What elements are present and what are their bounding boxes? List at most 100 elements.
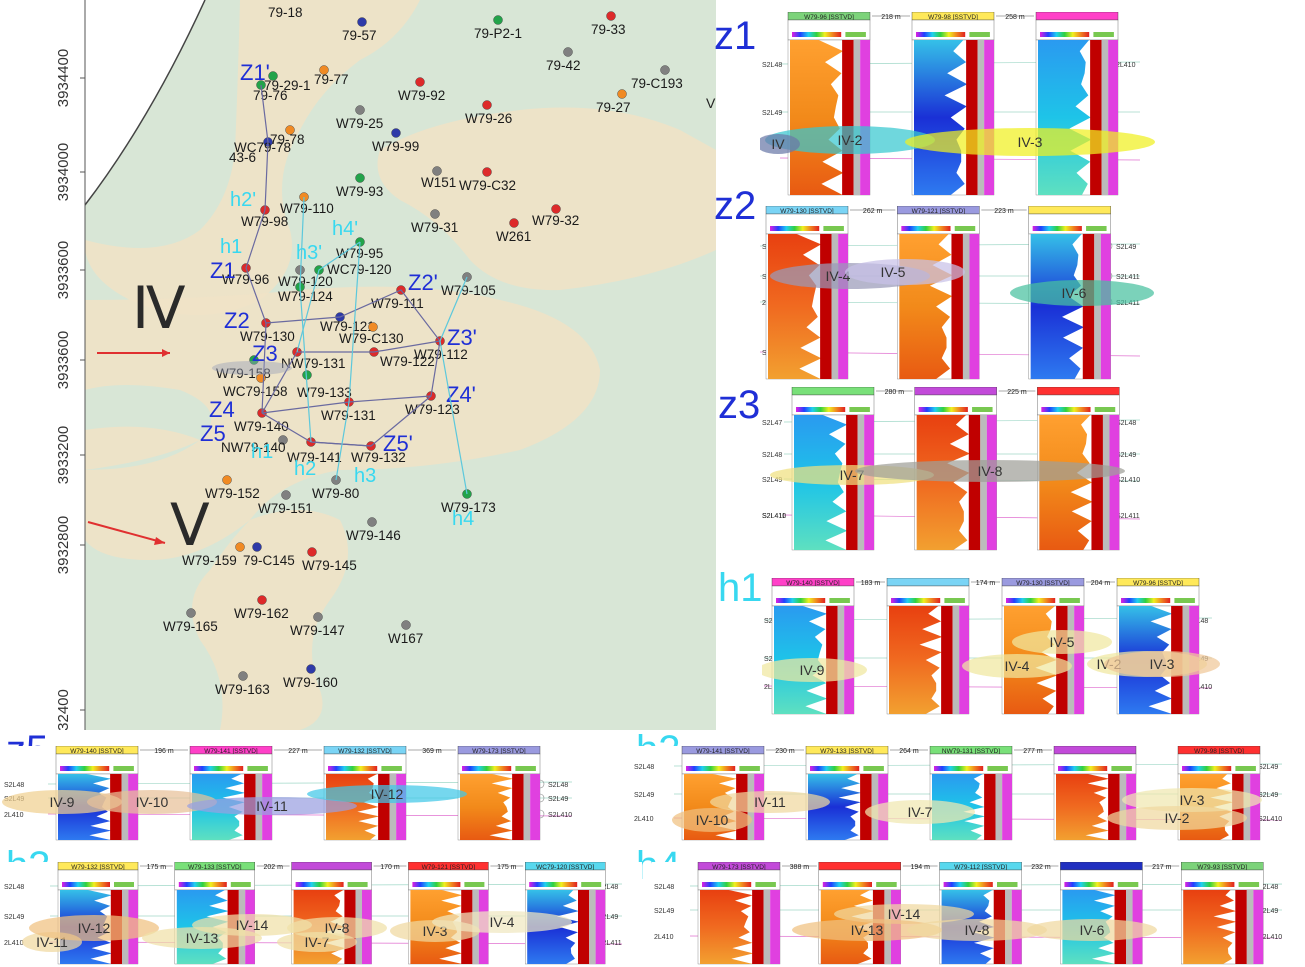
zone-label-v: Ⅴ: [170, 493, 210, 558]
well-marker[interactable]: [307, 547, 317, 557]
stray-map-label: V: [706, 95, 716, 111]
well-label: W79-98: [241, 214, 288, 229]
section-label: h4': [332, 218, 358, 240]
well-marker[interactable]: [313, 612, 323, 622]
well-marker[interactable]: [367, 517, 377, 527]
panel-label-z1: z1: [714, 14, 757, 58]
well-marker[interactable]: [357, 17, 367, 27]
well-marker[interactable]: [268, 71, 278, 81]
well-marker[interactable]: [415, 77, 425, 87]
well-marker[interactable]: [281, 490, 291, 500]
rt-log-curve: [770, 890, 780, 964]
panel-label-z3: z3: [718, 383, 761, 427]
map-axis-margin: [0, 0, 85, 730]
well-marker[interactable]: [355, 173, 365, 183]
gr-scale-bar: [328, 766, 378, 771]
well-marker[interactable]: [252, 542, 262, 552]
cross-section-panel-h4: S2L48 S2L49 2L410 S2L48 S2L49 S2L410 W79-173 […: [652, 862, 1302, 966]
well-marker[interactable]: [285, 125, 295, 135]
depth-column: [589, 890, 596, 964]
well-marker[interactable]: [222, 475, 232, 485]
section-label: Z5': [383, 431, 413, 456]
cross-section-panel-h3: S2L48 S2L49 2L410 S2L48 S2L49 S2L411 W79-132 […: [2, 862, 642, 966]
well-marker[interactable]: [249, 355, 259, 365]
sand-body-ellipse: [865, 800, 975, 824]
well-marker[interactable]: [235, 542, 245, 552]
well-marker[interactable]: [509, 218, 519, 228]
well-marker[interactable]: [238, 671, 248, 681]
well-marker[interactable]: [660, 65, 670, 75]
gr-log-curve: [1039, 415, 1093, 550]
lithology-column: [1082, 234, 1095, 379]
sand-body-ellipse: [855, 460, 1125, 482]
sand-body-ellipse: [1104, 651, 1220, 677]
well-marker[interactable]: [482, 100, 492, 110]
gr-scale-bar: [796, 407, 846, 412]
lithology-column: [1090, 40, 1102, 195]
well-marker[interactable]: [432, 166, 442, 176]
well-marker[interactable]: [606, 11, 616, 21]
rt-scale-bar: [1238, 882, 1260, 887]
rt-log-curve: [1109, 415, 1120, 550]
gr-scale-bar: [62, 882, 110, 887]
section-label: h3': [296, 242, 322, 264]
well-distance: 264 m: [899, 748, 919, 755]
sand-body-label: IV-8: [965, 922, 990, 938]
well-header-bar: [1053, 746, 1137, 755]
section-line: [299, 196, 312, 443]
sand-body-label: IV-3: [1018, 134, 1043, 150]
section-label: Z5: [200, 421, 226, 446]
sand-body-area: [85, 426, 200, 470]
well-marker[interactable]: [368, 322, 378, 332]
well-marker[interactable]: [401, 620, 411, 630]
well-header-bar: [1060, 862, 1143, 871]
well-marker[interactable]: [186, 608, 196, 618]
well-marker[interactable]: [391, 128, 401, 138]
well-marker[interactable]: [493, 15, 503, 25]
well-label: 79-33: [591, 22, 626, 37]
well-marker[interactable]: [551, 204, 561, 214]
stratigraphic-marker-label: S2L410: [1188, 684, 1212, 691]
rt-scale-bar: [1111, 766, 1132, 771]
well-marker[interactable]: [482, 167, 492, 177]
well-label: W79-124: [278, 289, 333, 304]
depth-column: [763, 890, 771, 964]
gr-scale-bar: [1041, 407, 1091, 412]
well-header-name: WC79-120 [SSTVD]: [536, 864, 594, 871]
well-marker[interactable]: [306, 664, 316, 674]
well-marker[interactable]: [257, 595, 267, 605]
lithology-column: [984, 774, 996, 840]
stratigraphic-marker-label: S2L49: [4, 914, 24, 921]
zone-arrow-v: [87, 521, 166, 544]
depth-column: [389, 774, 397, 840]
rt-scale-bar: [997, 882, 1018, 887]
rt-scale-bar: [972, 407, 993, 412]
well-marker[interactable]: [617, 89, 627, 99]
well-marker[interactable]: [563, 47, 573, 57]
sand-body-ellipse: [672, 808, 752, 832]
rt-scale-bar: [823, 226, 844, 231]
map-unmapped-area: [85, 0, 205, 205]
gr-log-curve: [808, 774, 862, 840]
well-label: 79-78: [270, 132, 305, 147]
well-marker[interactable]: [319, 65, 329, 75]
gr-log-curve: [916, 415, 970, 550]
gr-scale-bar: [934, 766, 984, 771]
stratigraphic-marker-label: S2L49: [1116, 244, 1136, 251]
sand-body-label: IV-10: [696, 812, 729, 828]
sand-body-label: IV-13: [186, 930, 219, 946]
panel-label-z2: z2: [714, 184, 757, 228]
well-label: WC79-158: [223, 384, 288, 399]
well-header-name: W79-98 [SSTVD]: [928, 14, 978, 21]
well-marker[interactable]: [278, 435, 288, 445]
depth-column: [1094, 234, 1101, 379]
well-marker[interactable]: [430, 209, 440, 219]
lithology-column: [1108, 774, 1120, 840]
rt-log-curve: [1126, 774, 1136, 840]
sand-body-ellipse: [187, 797, 357, 815]
rt-scale-bar: [1117, 882, 1139, 887]
lithology-column: [860, 774, 872, 840]
well-marker[interactable]: [355, 105, 365, 115]
gr-scale-bar: [891, 598, 941, 603]
